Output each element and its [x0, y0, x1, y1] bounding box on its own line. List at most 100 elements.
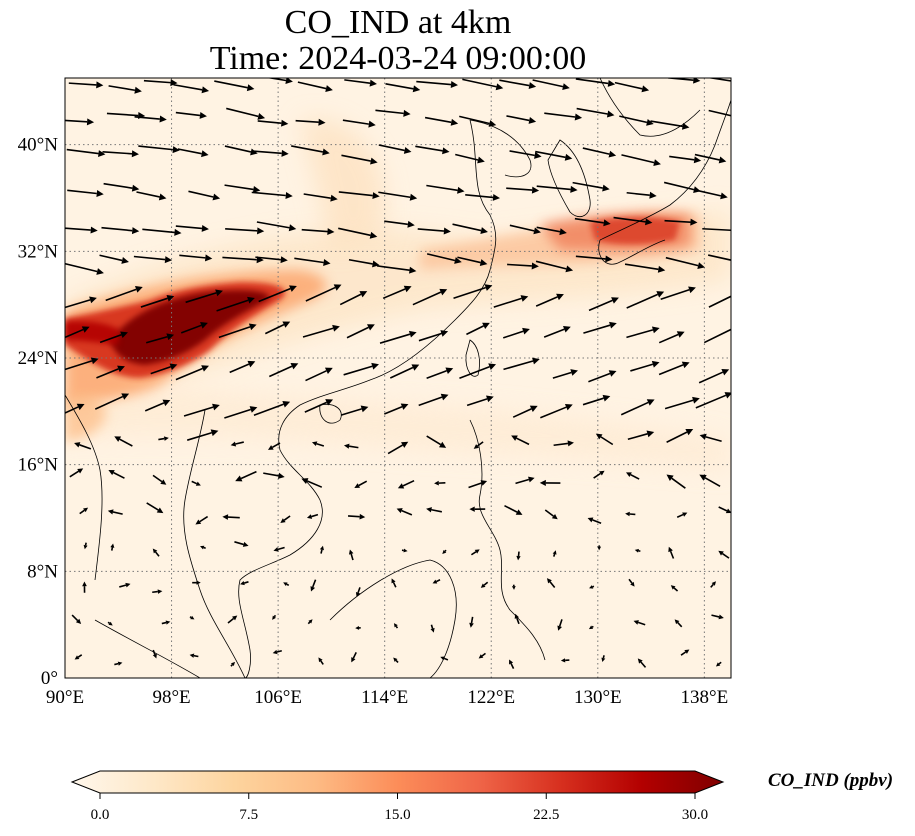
wind-arrow	[469, 506, 486, 512]
wind-arrow	[108, 470, 125, 479]
wind-arrow	[65, 296, 97, 309]
wind-arrow	[587, 517, 602, 525]
wind-arrow	[384, 403, 409, 415]
wind-arrow	[175, 224, 209, 232]
wind-arrow	[235, 470, 257, 482]
wind-arrow	[504, 504, 523, 515]
wind-arrow	[582, 147, 617, 158]
wind-arrow	[658, 331, 685, 344]
wind-arrow	[415, 145, 450, 155]
wind-arrow	[539, 479, 561, 486]
wind-arrow	[664, 396, 700, 410]
wind-arrow	[338, 191, 380, 200]
wind-arrow	[133, 255, 173, 264]
wind-arrow	[226, 107, 266, 120]
wind-arrow	[272, 614, 277, 620]
colorbar-tick-label: 22.5	[533, 807, 559, 823]
wind-arrow	[459, 115, 497, 127]
wind-arrow	[540, 403, 573, 419]
wind-arrow	[297, 81, 333, 92]
wind-arrow	[99, 254, 129, 264]
lat-tick-label: 24°N	[18, 348, 59, 369]
wind-arrow	[110, 543, 115, 551]
wind-arrow	[150, 363, 178, 375]
wind-arrow	[536, 185, 578, 193]
colorbar-tick-label: 30.0	[682, 807, 708, 823]
wind-arrow	[138, 145, 180, 154]
wind-arrow	[189, 653, 199, 658]
wind-arrow	[633, 620, 646, 626]
wind-arrow	[628, 578, 635, 587]
wind-arrow	[424, 116, 459, 126]
wind-arrow	[453, 284, 493, 299]
wind-arrow	[480, 581, 489, 588]
wind-arrow	[670, 585, 679, 592]
wind-arrow	[301, 228, 335, 236]
wind-arrow	[175, 365, 210, 381]
wind-arrow	[509, 224, 541, 235]
wind-arrow	[624, 263, 666, 273]
wind-arrow	[666, 429, 694, 443]
wind-arrow	[412, 288, 448, 306]
graticule	[65, 78, 731, 678]
wind-arrow	[107, 621, 113, 626]
wind-arrow	[311, 441, 325, 447]
wind-arrow	[295, 118, 326, 126]
wind-arrow	[544, 509, 558, 520]
wind-arrow	[698, 368, 730, 384]
wind-arrow	[695, 392, 731, 409]
wind-arrow	[502, 327, 530, 339]
wind-arrow	[711, 614, 724, 620]
wind-arrow	[152, 649, 157, 659]
wind-arrow	[224, 406, 258, 419]
lon-tick-label: 138°E	[681, 687, 729, 708]
wind-arrow	[552, 550, 557, 557]
wind-arrow	[393, 623, 399, 629]
wind-arrow	[432, 579, 441, 584]
wind-arrow	[378, 144, 412, 154]
wind-arrow	[466, 322, 490, 336]
wind-vectors	[65, 78, 731, 669]
colorbar-tick-label: 15.0	[384, 807, 410, 823]
wind-arrow	[214, 80, 255, 92]
wind-arrow	[532, 79, 570, 91]
wind-arrow	[183, 403, 220, 417]
lon-tick-label: 130°E	[574, 687, 622, 708]
wind-arrow	[666, 474, 686, 489]
wind-arrow	[96, 365, 125, 379]
wind-arrow	[710, 581, 716, 588]
wind-arrow	[66, 148, 106, 158]
lon-tick-label: 90°E	[46, 687, 84, 708]
wind-arrow	[430, 624, 435, 633]
wind-arrow	[268, 363, 299, 378]
wind-arrow	[158, 436, 169, 441]
wind-arrow	[253, 400, 291, 417]
wind-arrow	[708, 295, 731, 308]
wind-arrow	[145, 333, 175, 344]
wind-arrow	[343, 443, 359, 449]
lon-tick-label: 98°E	[152, 687, 190, 708]
wind-arrow	[67, 189, 104, 197]
wind-arrow	[342, 119, 376, 128]
wind-arrow	[637, 658, 647, 668]
wind-arrow	[576, 107, 615, 118]
wind-arrow	[575, 78, 616, 87]
wind-arrow	[574, 217, 611, 227]
wind-arrow	[143, 79, 178, 87]
wind-arrow	[699, 474, 721, 487]
wind-arrow	[613, 216, 653, 226]
wind-arrow	[140, 294, 175, 308]
wind-arrow	[507, 262, 539, 270]
wind-arrow	[382, 285, 412, 300]
wind-arrow	[191, 480, 201, 486]
wind-arrow	[715, 661, 722, 667]
wind-arrow	[225, 227, 265, 235]
wind-arrow	[718, 550, 730, 559]
wind-arrow	[82, 581, 87, 593]
wind-arrow	[340, 405, 369, 416]
wind-arrow	[376, 265, 417, 274]
wind-arrow	[251, 191, 293, 199]
wind-arrow	[393, 657, 399, 664]
wind-arrow	[319, 545, 324, 554]
wind-arrow	[426, 435, 447, 448]
